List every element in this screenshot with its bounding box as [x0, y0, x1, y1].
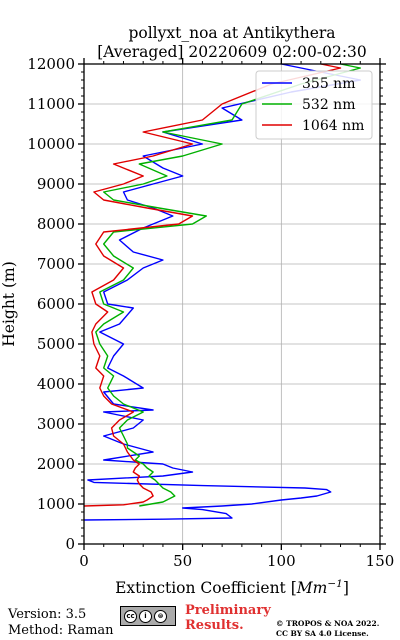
- cc-icon: cc: [124, 609, 137, 623]
- axis-ticks: 0 50 100 150 0 1000 2000 3000 4000 5000 6000 7000 80…: [27, 55, 394, 570]
- y-axis-label: Height (m): [0, 261, 18, 347]
- legend-box: [255, 70, 373, 140]
- y-tick-label: 3000: [37, 415, 75, 433]
- preliminary-line-2: Results.: [185, 618, 244, 633]
- x-axis-label-suffix: ]: [343, 579, 349, 597]
- y-tick-label: 0: [65, 535, 75, 553]
- preliminary-line-1: Preliminary: [185, 603, 271, 618]
- cc-license-badge: cc i ⊜: [120, 606, 176, 626]
- y-tick-label: 9000: [37, 175, 75, 193]
- legend-label-355nm: 355 nm: [302, 76, 355, 92]
- x-tick-label: 0: [79, 552, 89, 570]
- method-text: Method: Raman: [8, 623, 114, 638]
- y-tick-label: 11000: [27, 95, 75, 113]
- attribution-icon: i: [139, 609, 152, 623]
- extinction-profile-chart: pollyxt_noa at Antikythera [Averaged] 20…: [0, 24, 394, 597]
- x-tick-label: 100: [267, 552, 296, 570]
- profile-line-1064nm: [83, 63, 342, 507]
- y-tick-label: 8000: [37, 215, 75, 233]
- y-tick-label: 7000: [37, 255, 75, 273]
- x-tick-label: 50: [173, 552, 192, 570]
- legend-label-1064nm: 1064 nm: [302, 118, 364, 134]
- copyright-line-2: CC BY SA 4.0 License.: [276, 629, 369, 638]
- x-axis-label-exponent: −1: [327, 578, 342, 590]
- share-alike-icon: ⊜: [154, 609, 167, 623]
- y-tick-label: 1000: [37, 495, 75, 513]
- series-group: [83, 63, 361, 521]
- profile-line-532nm: [95, 63, 361, 507]
- version-info: Version: 3.5 Method: Raman: [8, 607, 114, 639]
- x-axis-label: Extinction Coefficient [Mm−1]: [115, 578, 349, 597]
- y-tick-label: 12000: [27, 55, 75, 73]
- copyright-line-1: © TROPOS & NOA 2022.: [276, 619, 380, 628]
- x-tick-label: 150: [366, 552, 395, 570]
- legend-label-532nm: 532 nm: [302, 97, 355, 113]
- y-tick-label: 5000: [37, 335, 75, 353]
- legend: 355 nm 532 nm 1064 nm: [255, 70, 373, 140]
- chart-subtitle: [Averaged] 20220609 02:00-02:30: [97, 43, 367, 61]
- y-tick-label: 10000: [27, 135, 75, 153]
- y-tick-label: 2000: [37, 455, 75, 473]
- x-axis-label-unit: Mm: [296, 579, 328, 597]
- x-axis-label-prefix: Extinction Coefficient [: [115, 579, 297, 597]
- copyright-notice: © TROPOS & NOA 2022. CC BY SA 4.0 Licens…: [276, 619, 379, 639]
- y-tick-label: 4000: [37, 375, 75, 393]
- profile-line-355nm: [83, 63, 361, 521]
- version-text: Version: 3.5: [8, 607, 87, 622]
- y-tick-label: 6000: [37, 295, 75, 313]
- preliminary-notice: Preliminary Results.: [185, 603, 271, 633]
- chart-title: pollyxt_noa at Antikythera: [128, 24, 335, 42]
